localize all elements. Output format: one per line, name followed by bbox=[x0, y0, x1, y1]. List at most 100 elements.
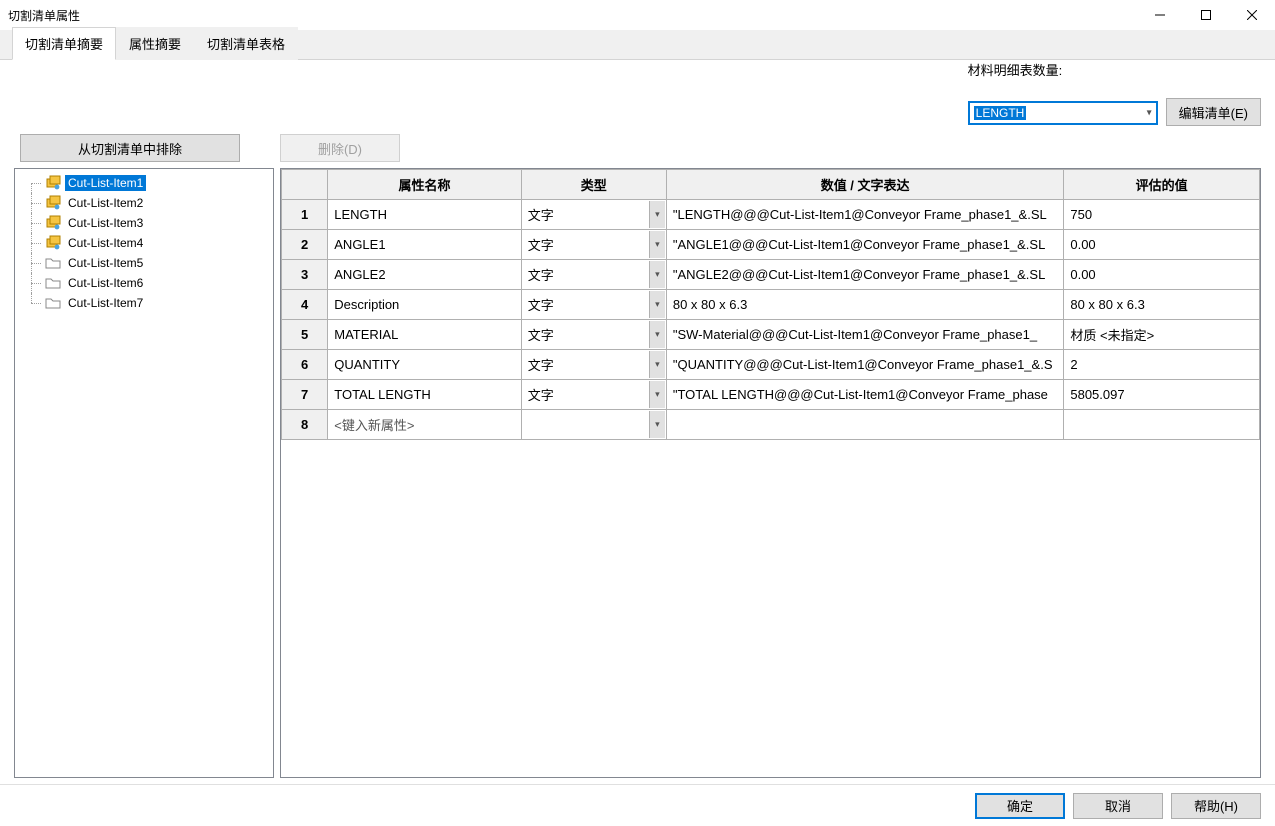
cell-eval: 750 bbox=[1064, 200, 1260, 230]
tab-cutlist-summary[interactable]: 切割清单摘要 bbox=[12, 27, 116, 60]
chevron-down-icon: ▾ bbox=[1147, 107, 1152, 118]
window-controls bbox=[1137, 0, 1275, 30]
cell-value[interactable]: "QUANTITY@@@Cut-List-Item1@Conveyor Fram… bbox=[666, 350, 1064, 380]
table-row-new[interactable]: 8<键入新属性> ▾ bbox=[282, 410, 1260, 440]
tree-item[interactable]: Cut-List-Item5 bbox=[17, 253, 271, 273]
dropdown-icon[interactable]: ▾ bbox=[649, 351, 665, 378]
tab-strip: 切割清单摘要 属性摘要 切割清单表格 bbox=[0, 30, 1275, 60]
maximize-button[interactable] bbox=[1183, 0, 1229, 30]
cell-name[interactable]: ANGLE2 bbox=[328, 260, 521, 290]
tree-item-label: Cut-List-Item3 bbox=[65, 215, 146, 231]
cell-type[interactable]: 文字▾ bbox=[521, 290, 666, 320]
cell-eval-new bbox=[1064, 410, 1260, 440]
exclude-from-cutlist-button[interactable]: 从切割清单中排除 bbox=[20, 134, 240, 162]
cell-eval: 0.00 bbox=[1064, 260, 1260, 290]
cutlist-tree[interactable]: Cut-List-Item1 Cut-List-Item2 Cut-List-Ite… bbox=[14, 168, 274, 778]
table-row[interactable]: 6QUANTITY文字▾"QUANTITY@@@Cut-List-Item1@C… bbox=[282, 350, 1260, 380]
row-number: 3 bbox=[282, 260, 328, 290]
cell-value[interactable]: "LENGTH@@@Cut-List-Item1@Conveyor Frame_… bbox=[666, 200, 1064, 230]
tree-item[interactable]: Cut-List-Item4 bbox=[17, 233, 271, 253]
window-title: 切割清单属性 bbox=[8, 7, 1137, 24]
minimize-button[interactable] bbox=[1137, 0, 1183, 30]
cell-value-new[interactable] bbox=[666, 410, 1064, 440]
grid-header-eval[interactable]: 评估的值 bbox=[1064, 170, 1260, 200]
bom-label: 材料明细表数量: bbox=[968, 60, 1063, 79]
weldment-icon bbox=[45, 195, 61, 211]
table-row[interactable]: 1LENGTH文字▾"LENGTH@@@Cut-List-Item1@Conve… bbox=[282, 200, 1260, 230]
delete-button: 删除(D) bbox=[280, 134, 400, 162]
grid-header-row: 属性名称 类型 数值 / 文字表达 评估的值 bbox=[282, 170, 1260, 200]
tree-connector bbox=[23, 173, 43, 193]
dropdown-icon[interactable]: ▾ bbox=[649, 411, 665, 438]
tree-item-label: Cut-List-Item4 bbox=[65, 235, 146, 251]
row-number: 8 bbox=[282, 410, 328, 440]
grid-header-type[interactable]: 类型 bbox=[521, 170, 666, 200]
help-button[interactable]: 帮助(H) bbox=[1171, 793, 1261, 819]
folder-icon bbox=[45, 275, 61, 291]
grid-header-value[interactable]: 数值 / 文字表达 bbox=[666, 170, 1064, 200]
cell-type[interactable]: 文字▾ bbox=[521, 350, 666, 380]
weldment-icon bbox=[45, 215, 61, 231]
cell-eval: 2 bbox=[1064, 350, 1260, 380]
cancel-button[interactable]: 取消 bbox=[1073, 793, 1163, 819]
table-row[interactable]: 4Description文字▾80 x 80 x 6.380 x 80 x 6.… bbox=[282, 290, 1260, 320]
dropdown-icon[interactable]: ▾ bbox=[649, 201, 665, 228]
cell-type-new[interactable]: ▾ bbox=[521, 410, 666, 440]
cell-value[interactable]: "SW-Material@@@Cut-List-Item1@Conveyor F… bbox=[666, 320, 1064, 350]
cell-name[interactable]: ANGLE1 bbox=[328, 230, 521, 260]
dropdown-icon[interactable]: ▾ bbox=[649, 381, 665, 408]
cell-value[interactable]: "ANGLE2@@@Cut-List-Item1@Conveyor Frame_… bbox=[666, 260, 1064, 290]
grid-header-rownum bbox=[282, 170, 328, 200]
dialog-button-bar: 确定 取消 帮助(H) bbox=[0, 784, 1275, 826]
edit-list-button[interactable]: 编辑清单(E) bbox=[1166, 98, 1261, 126]
tab-cutlist-table[interactable]: 切割清单表格 bbox=[194, 27, 298, 60]
tab-property-summary[interactable]: 属性摘要 bbox=[116, 27, 194, 60]
dropdown-icon[interactable]: ▾ bbox=[649, 321, 665, 348]
grid-header-name[interactable]: 属性名称 bbox=[328, 170, 521, 200]
bom-row: 材料明细表数量: LENGTH ▾ 编辑清单(E) bbox=[14, 70, 1261, 130]
cell-name[interactable]: LENGTH bbox=[328, 200, 521, 230]
dropdown-icon[interactable]: ▾ bbox=[649, 231, 665, 258]
ok-button[interactable]: 确定 bbox=[975, 793, 1065, 819]
weldment-icon bbox=[45, 235, 61, 251]
cell-name[interactable]: MATERIAL bbox=[328, 320, 521, 350]
dropdown-icon[interactable]: ▾ bbox=[649, 291, 665, 318]
property-grid-panel: 属性名称 类型 数值 / 文字表达 评估的值 1LENGTH文字▾"LENGTH… bbox=[280, 168, 1261, 778]
table-row[interactable]: 2ANGLE1文字▾"ANGLE1@@@Cut-List-Item1@Conve… bbox=[282, 230, 1260, 260]
tree-item-label: Cut-List-Item5 bbox=[65, 255, 146, 271]
cell-type[interactable]: 文字▾ bbox=[521, 200, 666, 230]
tree-item[interactable]: Cut-List-Item6 bbox=[17, 273, 271, 293]
table-row[interactable]: 5MATERIAL文字▾"SW-Material@@@Cut-List-Item… bbox=[282, 320, 1260, 350]
dropdown-icon[interactable]: ▾ bbox=[649, 261, 665, 288]
tree-item-label: Cut-List-Item7 bbox=[65, 295, 146, 311]
cell-type[interactable]: 文字▾ bbox=[521, 230, 666, 260]
table-row[interactable]: 7TOTAL LENGTH文字▾"TOTAL LENGTH@@@Cut-List… bbox=[282, 380, 1260, 410]
bom-selected-value: LENGTH bbox=[974, 106, 1027, 120]
cell-name-new[interactable]: <键入新属性> bbox=[328, 410, 521, 440]
weldment-icon bbox=[45, 175, 61, 191]
tree-item[interactable]: Cut-List-Item3 bbox=[17, 213, 271, 233]
tree-item[interactable]: Cut-List-Item1 bbox=[17, 173, 271, 193]
tree-item[interactable]: Cut-List-Item7 bbox=[17, 293, 271, 313]
property-grid[interactable]: 属性名称 类型 数值 / 文字表达 评估的值 1LENGTH文字▾"LENGTH… bbox=[281, 169, 1260, 440]
row-number: 2 bbox=[282, 230, 328, 260]
tree-item[interactable]: Cut-List-Item2 bbox=[17, 193, 271, 213]
cell-type[interactable]: 文字▾ bbox=[521, 320, 666, 350]
cell-name[interactable]: Description bbox=[328, 290, 521, 320]
folder-icon bbox=[45, 255, 61, 271]
tree-item-label: Cut-List-Item6 bbox=[65, 275, 146, 291]
table-row[interactable]: 3ANGLE2文字▾"ANGLE2@@@Cut-List-Item1@Conve… bbox=[282, 260, 1260, 290]
cell-value[interactable]: "ANGLE1@@@Cut-List-Item1@Conveyor Frame_… bbox=[666, 230, 1064, 260]
cell-name[interactable]: QUANTITY bbox=[328, 350, 521, 380]
tree-item-label: Cut-List-Item2 bbox=[65, 195, 146, 211]
cell-value[interactable]: 80 x 80 x 6.3 bbox=[666, 290, 1064, 320]
tree-connector bbox=[23, 273, 43, 293]
close-button[interactable] bbox=[1229, 0, 1275, 30]
tree-connector bbox=[23, 253, 43, 273]
cell-value[interactable]: "TOTAL LENGTH@@@Cut-List-Item1@Conveyor … bbox=[666, 380, 1064, 410]
tree-connector bbox=[23, 193, 43, 213]
bom-quantity-dropdown[interactable]: LENGTH ▾ bbox=[968, 101, 1158, 125]
cell-type[interactable]: 文字▾ bbox=[521, 380, 666, 410]
cell-type[interactable]: 文字▾ bbox=[521, 260, 666, 290]
cell-name[interactable]: TOTAL LENGTH bbox=[328, 380, 521, 410]
